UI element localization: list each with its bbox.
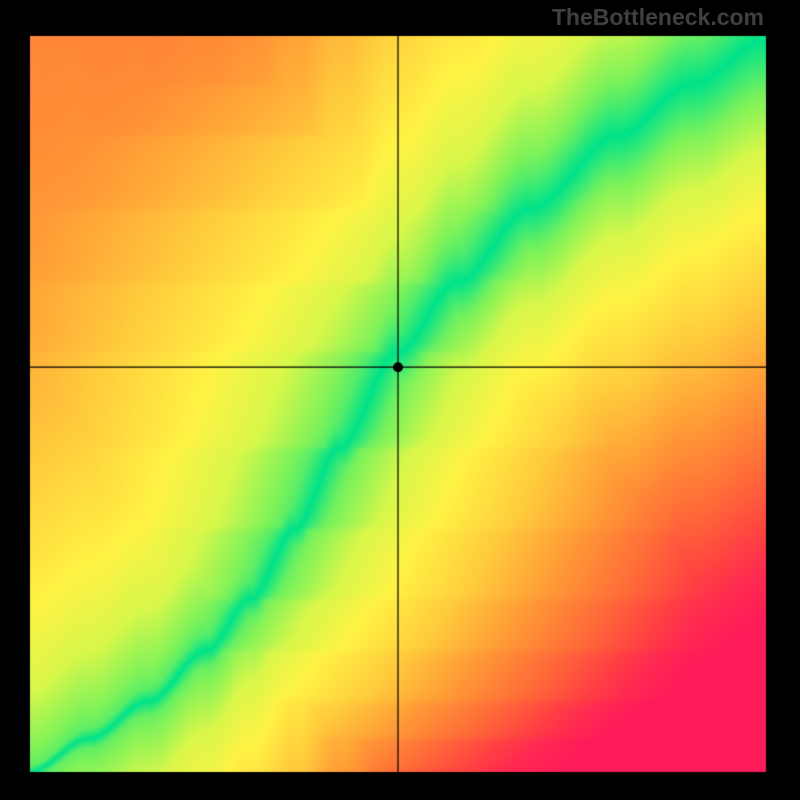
- watermark-text: TheBottleneck.com: [552, 4, 764, 31]
- heatmap-canvas: [0, 0, 800, 800]
- chart-container: TheBottleneck.com: [0, 0, 800, 800]
